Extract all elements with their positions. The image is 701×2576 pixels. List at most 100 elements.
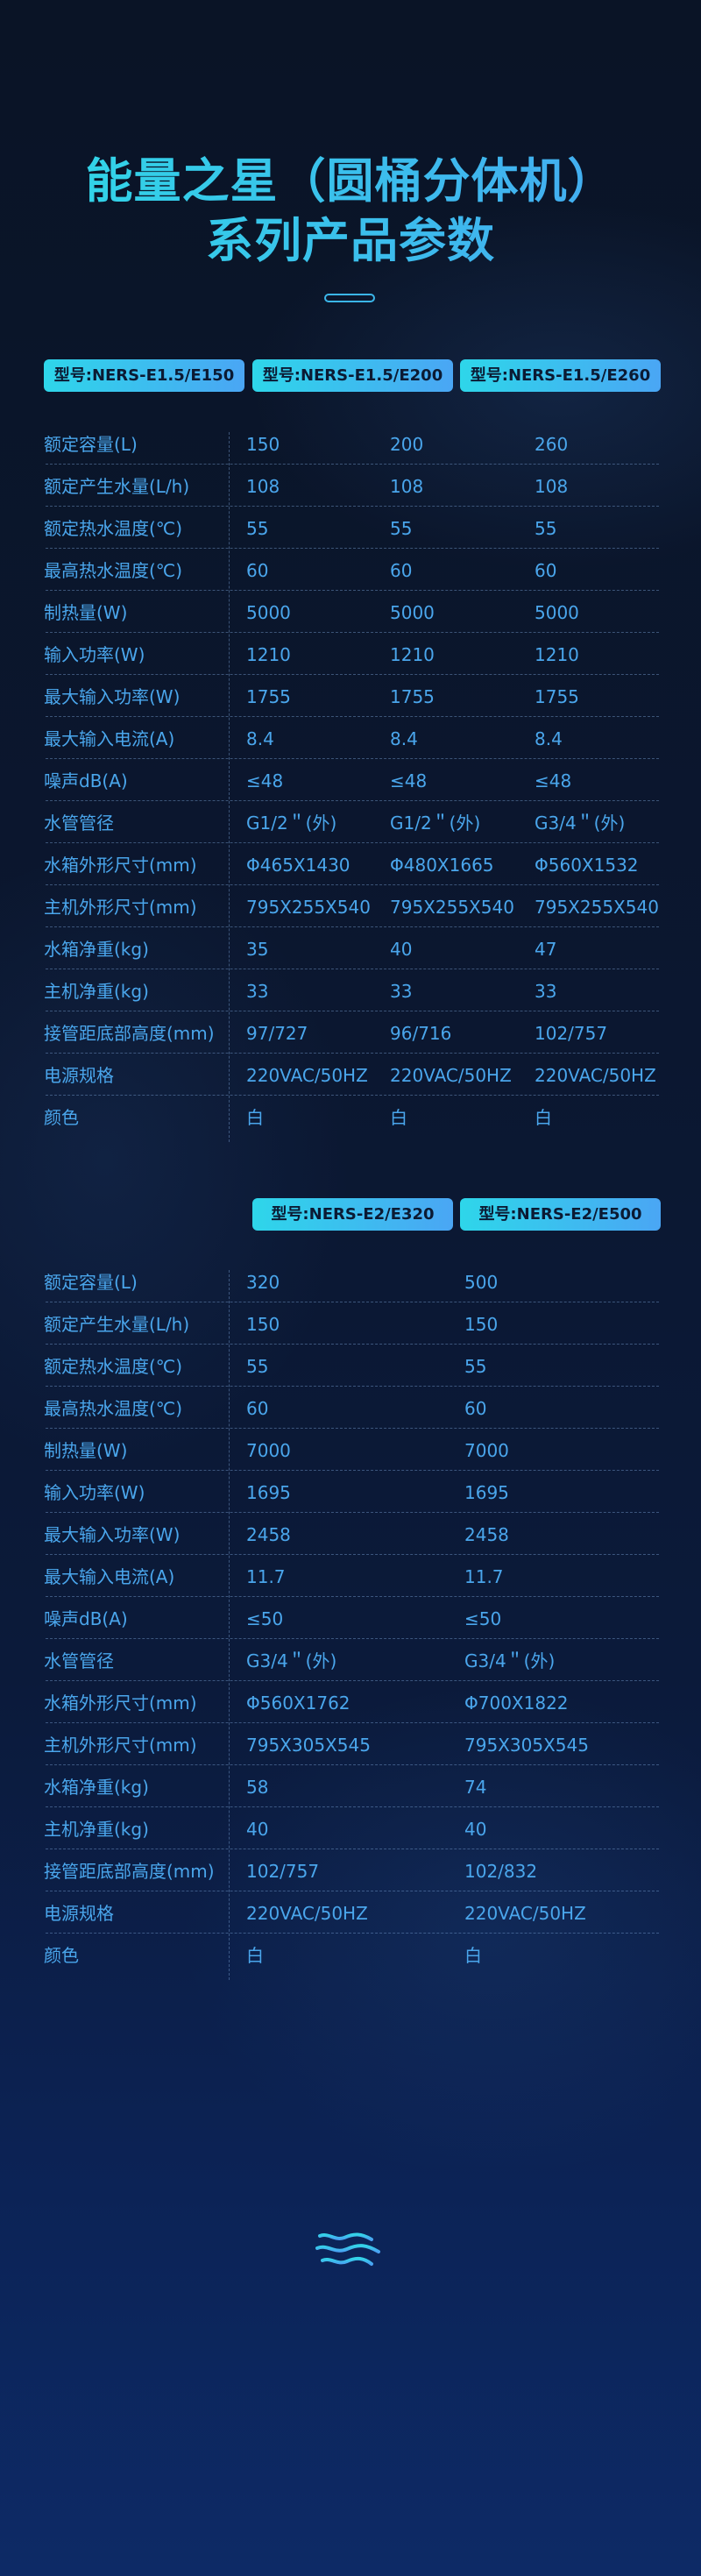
row-label: 噪声dB(A) — [44, 770, 128, 791]
spec-value: G3/4＂(外) — [535, 813, 626, 834]
spec-value: 60 — [535, 560, 557, 581]
row-label: 输入功率(W) — [44, 644, 145, 665]
spec-value: 55 — [464, 1356, 487, 1377]
spec-value: 60 — [246, 560, 269, 581]
row-separator — [46, 1806, 659, 1807]
row-separator — [46, 1053, 659, 1054]
row-label: 额定热水温度(℃) — [44, 518, 183, 539]
spec-value: 8.4 — [246, 728, 274, 749]
spec-value: 260 — [535, 434, 569, 455]
spec-value: 102/757 — [246, 1861, 320, 1882]
spec-value: 55 — [535, 518, 557, 539]
row-label: 最大输入功率(W) — [44, 686, 181, 707]
spec-value: 40 — [390, 939, 413, 960]
row-separator — [46, 1512, 659, 1513]
model-badge: 型号:NERS-E1.5/E260 — [460, 359, 661, 392]
spec-value: 1755 — [535, 686, 579, 707]
row-label: 最高热水温度(℃) — [44, 1398, 183, 1419]
row-label: 额定热水温度(℃) — [44, 1356, 183, 1377]
row-separator — [46, 464, 659, 465]
model-badge: 型号:NERS-E1.5/E150 — [44, 359, 244, 392]
spec-value: 60 — [390, 560, 413, 581]
spec-value: 60 — [246, 1398, 269, 1419]
model-badge: 型号:NERS-E2/E320 — [252, 1198, 453, 1231]
spec-value: Φ560X1532 — [535, 855, 639, 876]
spec-value: 40 — [246, 1819, 269, 1840]
spec-value: Φ480X1665 — [390, 855, 494, 876]
spec-value: 58 — [246, 1777, 269, 1798]
row-separator — [46, 632, 659, 633]
spec-value: 33 — [535, 981, 557, 1002]
row-label: 主机净重(kg) — [44, 1819, 149, 1840]
row-separator — [46, 758, 659, 759]
row-separator — [46, 1386, 659, 1387]
spec-value: 8.4 — [390, 728, 418, 749]
spec-value: ≤48 — [535, 770, 572, 791]
row-separator — [46, 674, 659, 675]
row-label: 颜色 — [44, 1945, 79, 1966]
spec-value: 1695 — [464, 1482, 509, 1503]
row-label: 额定容量(L) — [44, 434, 138, 455]
spec-value: 795X255X540 — [390, 897, 514, 918]
row-separator — [46, 800, 659, 801]
spec-value: 200 — [390, 434, 424, 455]
row-separator — [46, 1095, 659, 1096]
model-badge: 型号:NERS-E1.5/E200 — [252, 359, 453, 392]
spec-value: 220VAC/50HZ — [246, 1065, 368, 1086]
row-separator — [46, 1428, 659, 1429]
spec-value: G3/4＂(外) — [246, 1650, 337, 1671]
row-label: 水管管径 — [44, 813, 114, 834]
row-label: 最大输入功率(W) — [44, 1524, 181, 1545]
spec-value: 11.7 — [246, 1566, 286, 1587]
spec-value: G3/4＂(外) — [464, 1650, 556, 1671]
row-label: 额定产生水量(L/h) — [44, 1314, 190, 1335]
row-label: 水箱外形尺寸(mm) — [44, 855, 197, 876]
spec-value: 220VAC/50HZ — [535, 1065, 656, 1086]
row-separator — [46, 1554, 659, 1555]
spec-value: G1/2＂(外) — [246, 813, 337, 834]
spec-value: 102/757 — [535, 1023, 608, 1044]
row-separator — [46, 1596, 659, 1597]
spec-value: ≤50 — [464, 1608, 502, 1629]
spec-value: 795X305X545 — [246, 1735, 371, 1756]
spec-value: 白 — [246, 1945, 264, 1966]
spec-value: 35 — [246, 939, 269, 960]
column-divider — [229, 1270, 230, 1980]
spec-value: 108 — [246, 476, 280, 497]
spec-value: 55 — [246, 518, 269, 539]
spec-value: 795X255X540 — [535, 897, 659, 918]
spec-value: 33 — [246, 981, 269, 1002]
spec-value: 108 — [535, 476, 569, 497]
row-label: 主机净重(kg) — [44, 981, 149, 1002]
row-separator — [46, 1764, 659, 1765]
spec-value: 1210 — [246, 644, 291, 665]
spec-value: G1/2＂(外) — [390, 813, 481, 834]
spec-value: 白 — [464, 1945, 482, 1966]
spec-value: 150 — [246, 1314, 280, 1335]
row-separator — [46, 548, 659, 549]
row-label: 接管距底部高度(mm) — [44, 1861, 215, 1882]
row-label: 电源规格 — [44, 1065, 114, 1086]
row-label: 水箱净重(kg) — [44, 1777, 149, 1798]
row-separator — [46, 1933, 659, 1934]
water-waves-icon — [315, 2232, 380, 2266]
spec-value: 220VAC/50HZ — [464, 1903, 586, 1924]
spec-value: 1210 — [390, 644, 435, 665]
spec-value: 795X305X545 — [464, 1735, 589, 1756]
spec-value: 1755 — [246, 686, 291, 707]
spec-value: 55 — [246, 1356, 269, 1377]
spec-value: 108 — [390, 476, 424, 497]
spec-value: 白 — [246, 1107, 264, 1128]
spec-value: 33 — [390, 981, 413, 1002]
spec-value: 11.7 — [464, 1566, 504, 1587]
spec-value: 5000 — [535, 602, 579, 623]
row-label: 制热量(W) — [44, 1440, 128, 1461]
page-title-line1: 能量之星（圆桶分体机） — [0, 155, 701, 208]
spec-value: 2458 — [464, 1524, 509, 1545]
spec-value: 220VAC/50HZ — [390, 1065, 512, 1086]
spec-value: 1755 — [390, 686, 435, 707]
spec-value: 7000 — [246, 1440, 291, 1461]
spec-value: ≤48 — [246, 770, 284, 791]
model-badge: 型号:NERS-E2/E500 — [460, 1198, 661, 1231]
spec-value: Φ560X1762 — [246, 1692, 350, 1714]
